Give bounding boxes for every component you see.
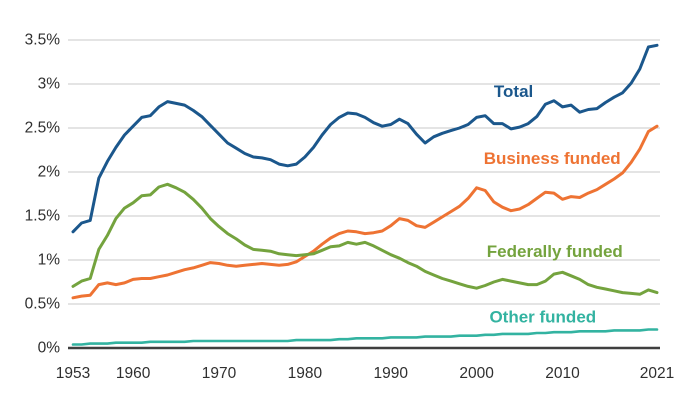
business-funded-label: Business funded [484, 149, 621, 168]
y-tick-label: 2.5% [25, 120, 61, 137]
other-funded-line [71, 328, 659, 346]
x-tick-label: 1970 [202, 365, 237, 382]
x-tick-label: 2021 [640, 365, 674, 382]
total-line [71, 43, 659, 234]
x-tick-label: 1960 [116, 365, 151, 382]
y-tick-label: 0% [38, 340, 61, 357]
federally-funded-line [71, 182, 659, 296]
federally-funded-label: Federally funded [487, 242, 623, 261]
x-tick-label: 1953 [56, 365, 90, 382]
y-tick-label: 2% [38, 164, 61, 181]
y-tick-label: 3.5% [25, 32, 61, 49]
business-funded-line [71, 124, 659, 300]
total-label: Total [494, 82, 533, 101]
y-tick-label: 1.5% [25, 208, 61, 225]
x-tick-label: 2010 [545, 365, 580, 382]
x-tick-label: 1990 [374, 365, 409, 382]
y-tick-label: 3% [38, 76, 61, 93]
y-tick-label: 1% [38, 252, 61, 269]
x-tick-label: 1980 [288, 365, 323, 382]
other-funded-label: Other funded [489, 307, 596, 326]
x-tick-label: 2000 [459, 365, 494, 382]
y-tick-label: 0.5% [25, 296, 61, 313]
